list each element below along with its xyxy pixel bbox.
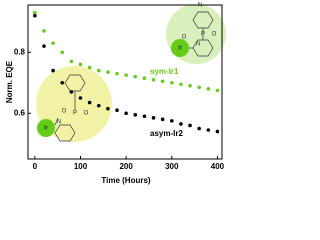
x-axis-label: Time (Hours) — [101, 176, 151, 185]
structure-1 — [171, 11, 214, 57]
x-tick-label: 200 — [119, 162, 133, 171]
point — [60, 50, 65, 55]
point — [160, 117, 165, 122]
point — [197, 126, 201, 131]
point — [69, 59, 74, 64]
point — [169, 119, 174, 123]
y-tick-label: 0.6 — [14, 108, 26, 117]
point — [60, 80, 65, 85]
point — [33, 13, 37, 18]
point — [87, 100, 92, 105]
point — [215, 88, 220, 93]
point — [169, 80, 174, 85]
y-axis-label: Norm. EQE — [5, 60, 14, 103]
atom-label: N — [198, 3, 202, 9]
point — [106, 106, 110, 111]
point — [78, 96, 83, 100]
y-tick-label: 0.8 — [14, 47, 26, 56]
point — [42, 29, 46, 33]
point — [69, 90, 74, 94]
point — [96, 103, 101, 108]
atom-label: O — [84, 111, 89, 117]
legend-label: sym-Ir1 — [150, 67, 179, 76]
x-tick-label: 100 — [74, 162, 88, 171]
x-tick-label: 400 — [211, 162, 225, 171]
point — [51, 68, 55, 73]
atom-label: P — [201, 32, 205, 38]
atom-label: O — [62, 109, 67, 115]
point — [179, 122, 183, 126]
atom-label: O — [182, 35, 187, 41]
point — [78, 62, 83, 67]
point — [151, 116, 156, 120]
point — [188, 123, 192, 128]
point — [124, 73, 128, 77]
point — [51, 41, 55, 45]
point — [33, 10, 37, 15]
point — [124, 111, 128, 116]
point — [87, 65, 92, 70]
point — [115, 108, 119, 113]
point — [133, 74, 138, 79]
point — [133, 112, 138, 117]
point — [42, 44, 46, 48]
point — [142, 114, 147, 119]
point — [115, 71, 119, 76]
atom-label: Ir — [178, 46, 182, 52]
point — [96, 68, 101, 73]
point — [142, 76, 147, 80]
x-tick-label: 300 — [165, 162, 179, 171]
atom-label: N — [196, 42, 200, 48]
point — [206, 128, 211, 132]
point — [215, 129, 220, 134]
atom-label: P — [73, 111, 77, 117]
legend-label: asym-Ir2 — [150, 129, 183, 138]
chart: Norm. EQE Time (Hours) 0 100 200 300 400 0.6 0… — [5, 3, 226, 185]
atom-label: O — [212, 32, 217, 38]
x-tick-label: 0 — [33, 162, 38, 171]
plot-frame — [27, 4, 223, 160]
point — [188, 84, 192, 88]
point — [151, 77, 156, 82]
point — [197, 85, 201, 90]
point — [206, 87, 211, 91]
point — [160, 79, 165, 84]
atom-label: N — [57, 120, 61, 126]
inset-bg — [36, 66, 112, 142]
structure-2 — [37, 74, 86, 142]
point — [106, 70, 110, 74]
point — [179, 82, 183, 87]
atom-label: Ir — [44, 126, 48, 132]
